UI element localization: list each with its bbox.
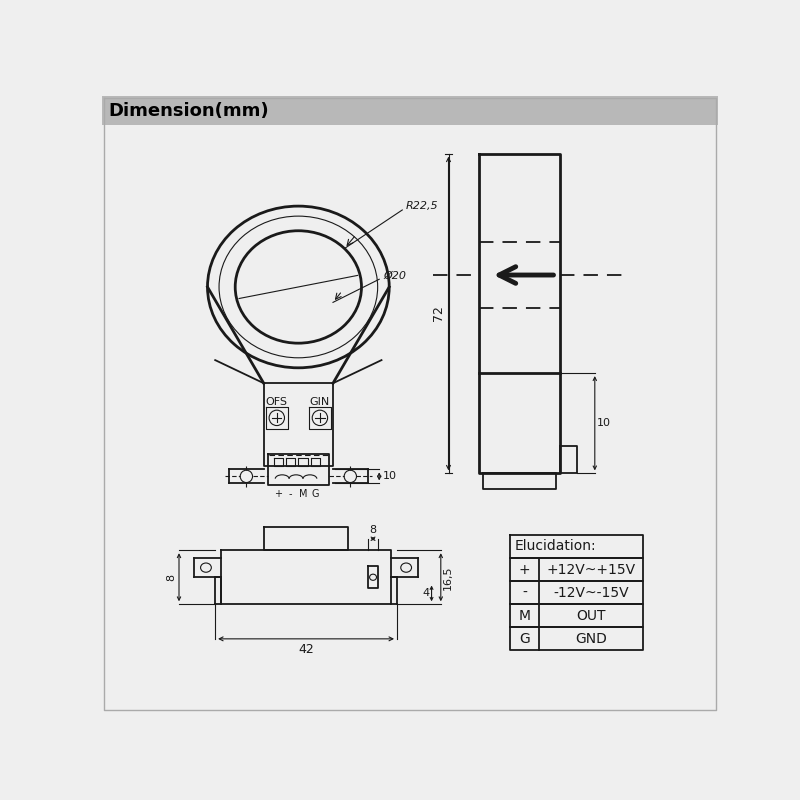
Text: GND: GND <box>575 632 607 646</box>
Text: Elucidation:: Elucidation: <box>514 539 596 554</box>
Text: Ø20: Ø20 <box>383 270 406 281</box>
Text: 8: 8 <box>370 525 377 535</box>
Text: 72: 72 <box>432 306 445 322</box>
Text: +12V~+15V: +12V~+15V <box>546 562 636 577</box>
Text: 42: 42 <box>298 642 314 656</box>
Text: +: + <box>274 489 282 499</box>
Text: 8: 8 <box>166 574 177 581</box>
Text: M: M <box>518 609 530 622</box>
Text: 16,5: 16,5 <box>443 565 453 590</box>
Text: OUT: OUT <box>577 609 606 622</box>
Text: Dimension(mm): Dimension(mm) <box>108 102 269 120</box>
Text: R22,5: R22,5 <box>406 201 438 211</box>
Text: 10: 10 <box>597 418 611 428</box>
Text: 10: 10 <box>383 471 397 482</box>
Text: M: M <box>298 489 307 499</box>
Text: G: G <box>311 489 319 499</box>
Text: GIN: GIN <box>310 398 330 407</box>
Text: 4: 4 <box>422 589 430 598</box>
Text: -: - <box>522 586 527 600</box>
Text: -12V~-15V: -12V~-15V <box>554 586 629 600</box>
Bar <box>102 96 718 126</box>
Text: -: - <box>289 489 293 499</box>
Text: G: G <box>519 632 530 646</box>
Text: +: + <box>519 562 530 577</box>
Text: OFS: OFS <box>266 398 288 407</box>
